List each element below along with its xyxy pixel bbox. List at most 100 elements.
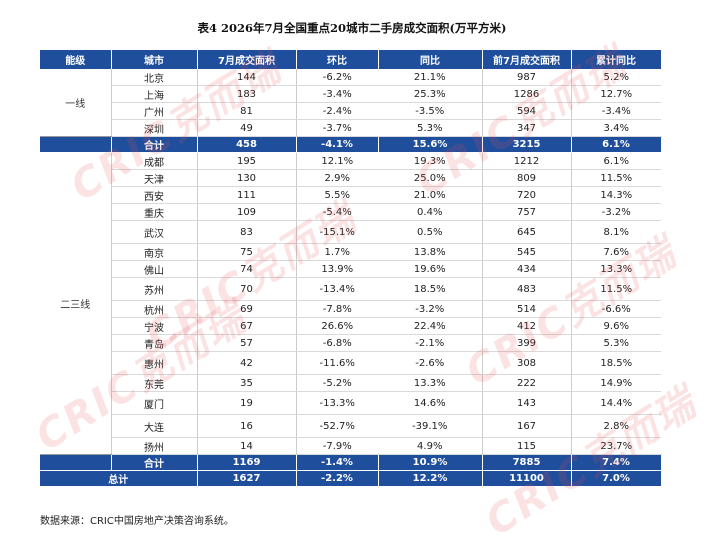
data-table: 能级 城市 7月成交面积 环比 同比 前7月成交面积 累计同比 一线 北京 144-… [40,50,662,487]
table-row: 武汉 83 -15.1% 0.5% 645 8.1% [40,220,661,244]
header-area: 7月成交面积 [197,50,297,69]
cell-area: 81 [197,102,297,120]
cell-mom: -7.9% [296,437,378,455]
cell-yoy: 15.6% [378,136,483,153]
cell-area: 14 [197,437,297,455]
cell-ytd-yoy: 7.0% [571,470,662,487]
cell-yoy: -2.6% [378,351,483,375]
cell-city: 成都 [111,152,198,170]
header-ytd-yoy: 累计同比 [571,50,662,69]
cell-ytd: 167 [482,414,572,438]
cell-ytd-yoy: 12.7% [571,85,661,103]
cell-ytd: 412 [482,317,572,335]
cell-city: 惠州 [111,351,198,375]
cell-ytd-yoy: 23.7% [571,437,661,455]
cell-yoy: 18.5% [378,277,483,301]
cell-ytd: 594 [482,102,572,120]
subtotal-label: 合计 [111,136,198,153]
cell-mom: -2.4% [296,102,378,120]
cell-ytd: 1212 [482,152,572,170]
cell-ytd-yoy: -3.4% [571,102,661,120]
cell-ytd: 757 [482,203,572,221]
cell-yoy: 4.9% [378,437,483,455]
cell-area: 1169 [197,454,297,471]
cell-area: 83 [197,220,297,244]
table-row: 广州 81 -2.4% -3.5% 594 -3.4% [40,102,661,120]
cell-city: 厦门 [111,391,198,415]
header-yoy: 同比 [378,50,483,69]
cell-city: 青岛 [111,334,198,352]
cell-yoy: 0.4% [378,203,483,221]
cell-ytd-yoy: 11.5% [571,169,661,187]
cell-ytd-yoy: 2.8% [571,414,661,438]
cell-yoy: 13.3% [378,374,483,392]
cell-ytd-yoy: 6.1% [571,136,662,153]
cell-area: 458 [197,136,297,153]
cell-ytd-yoy: 8.1% [571,220,661,244]
cell-city: 北京 [111,69,198,86]
cell-yoy: 19.3% [378,152,483,170]
cell-city: 大连 [111,414,198,438]
cell-city: 宁波 [111,317,198,335]
table-row: 东莞 35 -5.2% 13.3% 222 14.9% [40,374,661,392]
cell-ytd-yoy: 5.2% [571,69,661,86]
cell-yoy: -2.1% [378,334,483,352]
cell-yoy: 13.8% [378,243,483,261]
cell-area: 57 [197,334,297,352]
cell-ytd: 645 [482,220,572,244]
header-mom: 环比 [296,50,379,69]
total-label: 总计 [40,470,198,487]
subtotal-row: 合计 1169 -1.4% 10.9% 7885 7.4% [40,454,662,471]
table-row: 深圳 49 -3.7% 5.3% 347 3.4% [40,119,661,137]
tier-spacer [40,454,112,471]
cell-yoy: 14.6% [378,391,483,415]
cell-area: 75 [197,243,297,261]
table-row: 南京 75 1.7% 13.8% 545 7.6% [40,243,661,261]
cell-area: 16 [197,414,297,438]
table-row: 宁波 67 26.6% 22.4% 412 9.6% [40,317,661,335]
table-row: 上海 183 -3.4% 25.3% 1286 12.7% [40,85,661,103]
cell-mom: -1.4% [296,454,379,471]
cell-ytd: 720 [482,186,572,204]
cell-yoy: 21.1% [378,69,483,86]
cell-yoy: 25.0% [378,169,483,187]
cell-city: 上海 [111,85,198,103]
table-row: 杭州 69 -7.8% -3.2% 514 -6.6% [40,300,661,318]
cell-mom: 5.5% [296,186,378,204]
cell-mom: -3.7% [296,119,378,137]
cell-area: 69 [197,300,297,318]
cell-area: 74 [197,260,297,278]
cell-yoy: 21.0% [378,186,483,204]
cell-area: 42 [197,351,297,375]
cell-ytd: 545 [482,243,572,261]
cell-mom: -52.7% [296,414,378,438]
cell-city: 深圳 [111,119,198,137]
table-title: 表4 2026年7月全国重点20城市二手房成交面积(万平方米) [197,21,507,35]
cell-area: 35 [197,374,297,392]
cell-yoy: 0.5% [378,220,483,244]
cell-ytd: 222 [482,374,572,392]
cell-ytd: 987 [482,69,572,86]
cell-ytd-yoy: 5.3% [571,334,661,352]
cell-ytd: 143 [482,391,572,415]
subtotal-label: 合计 [111,454,198,471]
cell-area: 195 [197,152,297,170]
cell-ytd-yoy: 3.4% [571,119,661,137]
cell-ytd-yoy: 9.6% [571,317,661,335]
cell-city: 南京 [111,243,198,261]
cell-ytd: 347 [482,119,572,137]
cell-city: 杭州 [111,300,198,318]
cell-ytd-yoy: 14.4% [571,391,661,415]
cell-mom: 13.9% [296,260,378,278]
table-row: 扬州 14 -7.9% 4.9% 115 23.7% [40,437,661,455]
cell-city: 天津 [111,169,198,187]
cell-mom: -6.2% [296,69,378,86]
subtotal-row: 合计 458 -4.1% 15.6% 3215 6.1% [40,136,662,153]
table-row: 重庆 109 -5.4% 0.4% 757 -3.2% [40,203,661,221]
cell-area: 19 [197,391,297,415]
cell-yoy: 12.2% [378,470,483,487]
cell-area: 67 [197,317,297,335]
cell-ytd-yoy: 7.4% [571,454,662,471]
header-row: 能级 城市 7月成交面积 环比 同比 前7月成交面积 累计同比 [40,50,662,69]
table-row: 厦门 19 -13.3% 14.6% 143 14.4% [40,391,661,415]
